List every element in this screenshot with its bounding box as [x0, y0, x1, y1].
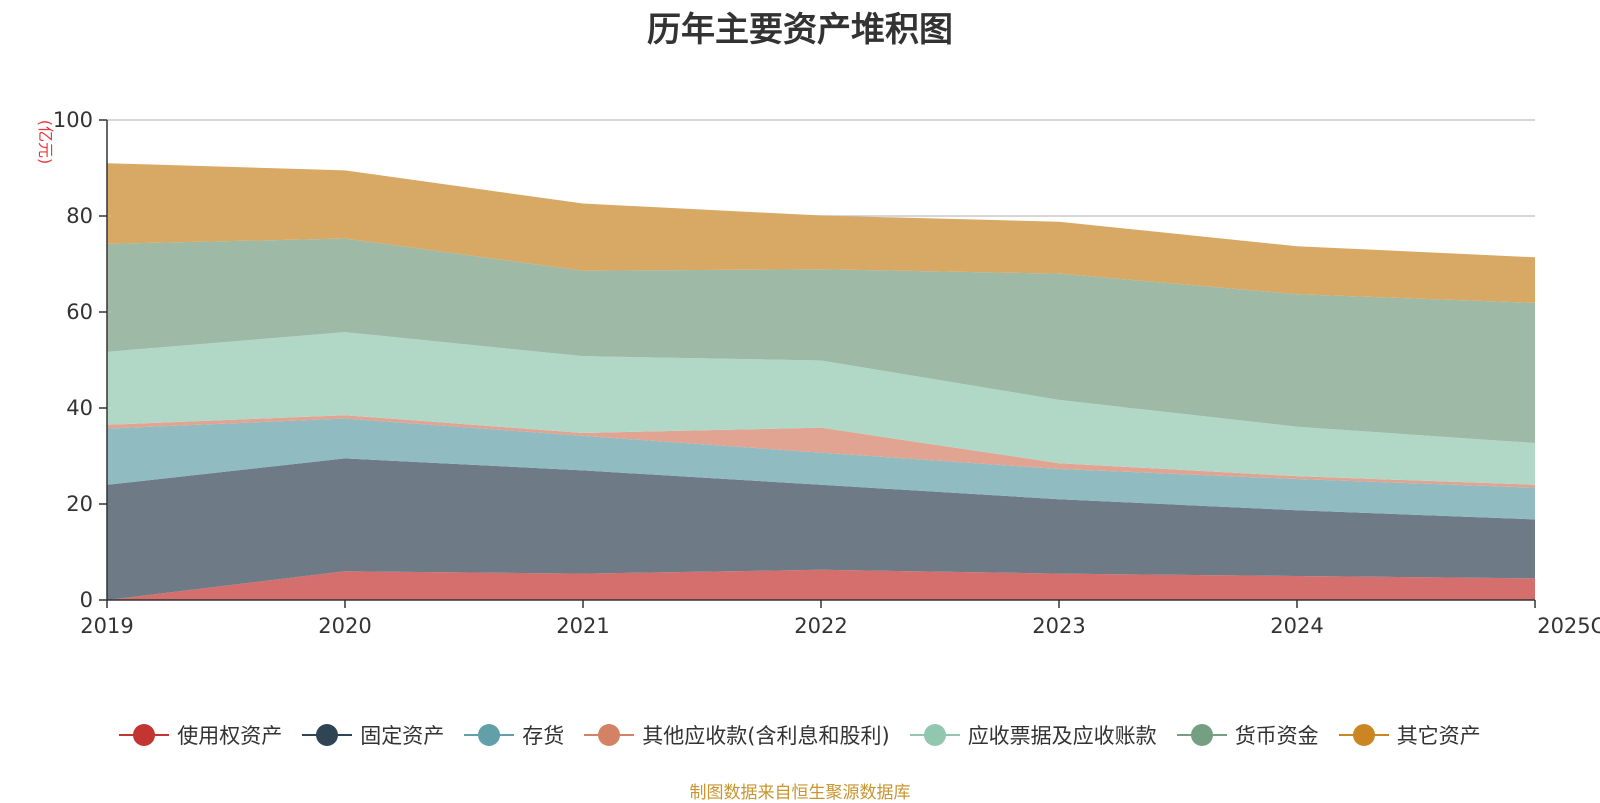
x-tick-label: 2025Q1-Q3 — [1537, 614, 1600, 638]
legend-marker-icon — [1176, 724, 1227, 746]
legend-item[interactable]: 其它资产 — [1338, 720, 1481, 750]
x-tick-label: 2021 — [556, 614, 609, 638]
legend: 使用权资产 固定资产 存货 其他应收款(含利息和股利) 应收票据及应收账款 货币资金 其它资… — [0, 715, 1600, 755]
x-tick-label: 2023 — [1032, 614, 1085, 638]
area-series-5 — [107, 238, 1535, 444]
legend-marker-icon — [584, 724, 635, 746]
legend-item[interactable]: 其他应收款(含利息和股利) — [584, 720, 890, 750]
y-tick-label: 100 — [53, 108, 93, 132]
chart-title: 历年主要资产堆积图 — [647, 10, 953, 50]
area-series-2 — [107, 418, 1535, 520]
area-series-6 — [107, 163, 1535, 303]
legend-marker-icon — [119, 724, 170, 746]
legend-marker-icon — [464, 724, 515, 746]
legend-marker-icon — [1338, 724, 1389, 746]
area-series-3 — [107, 415, 1535, 488]
legend-marker-icon — [302, 724, 353, 746]
legend-item[interactable]: 货币资金 — [1176, 720, 1319, 750]
legend-item[interactable]: 固定资产 — [302, 720, 444, 750]
legend-label: 其它资产 — [1396, 724, 1481, 748]
y-tick-label: 0 — [80, 588, 93, 612]
legend-label: 其他应收款(含利息和股利) — [642, 724, 890, 748]
y-tick-label: 80 — [66, 204, 93, 228]
y-tick-label: 20 — [66, 492, 93, 516]
y-tick-label: 40 — [66, 396, 93, 420]
legend-item[interactable]: 存货 — [464, 720, 564, 750]
x-tick-label: 2024 — [1270, 614, 1323, 638]
y-axis-unit: (亿元) — [36, 120, 55, 165]
legend-marker-icon — [909, 724, 960, 746]
legend-label: 使用权资产 — [177, 724, 283, 748]
area-series-4 — [107, 332, 1535, 485]
legend-item[interactable]: 使用权资产 — [119, 720, 282, 750]
legend-label: 固定资产 — [360, 724, 445, 748]
x-tick-label: 2020 — [318, 614, 371, 638]
area-series-1 — [107, 458, 1535, 600]
legend-label: 货币资金 — [1234, 724, 1319, 748]
legend-item[interactable]: 应收票据及应收账款 — [909, 720, 1157, 750]
y-tick-label: 60 — [66, 300, 93, 324]
x-tick-label: 2022 — [794, 614, 847, 638]
x-tick-label: 2019 — [80, 614, 133, 638]
data-source-note: 制图数据来自恒生聚源数据库 — [689, 783, 911, 803]
legend-label: 应收票据及应收账款 — [967, 724, 1157, 748]
area-series-0 — [107, 569, 1535, 600]
legend-label: 存货 — [522, 724, 565, 748]
